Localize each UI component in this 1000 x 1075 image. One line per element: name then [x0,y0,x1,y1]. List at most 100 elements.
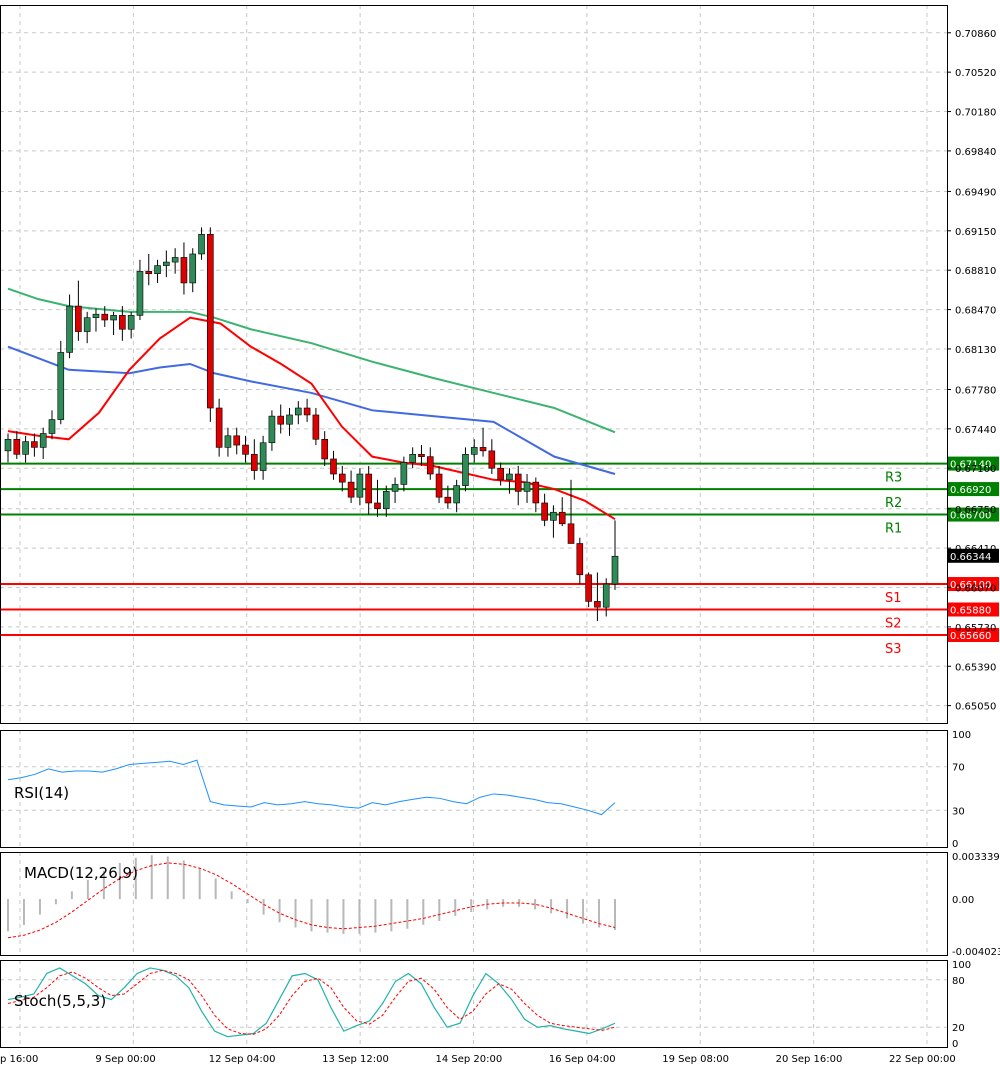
moving-average-line [7,345,616,475]
time-tick-label: 14 Sep 20:00 [436,1054,503,1065]
candle-body [259,442,267,471]
level-price-badge [947,577,999,592]
candle-body [207,233,214,409]
candle-body [48,419,56,434]
candle-body [594,601,601,608]
candle-body [391,484,399,492]
level-price-badge [947,482,999,497]
stoch-pane-frame [0,960,948,1048]
price-tick-label: 0.68810 [955,266,996,277]
rsi-pane: 100 70 30 0 [0,730,971,850]
current-price-badge [947,548,999,563]
current-price-label: 0.66344 [950,552,991,563]
rsi-pane-frame [0,730,948,848]
candle-body [347,481,355,498]
candle-body [418,454,425,457]
candle-body [13,438,21,455]
level-price-label: 0.67140 [950,460,991,471]
level-price-label: 0.65880 [950,606,991,617]
candle-body [31,441,38,448]
candle-body [22,441,29,455]
candle-body [532,481,540,504]
time-tick-label: 19 Sep 08:00 [662,1054,729,1065]
candle-body [127,315,135,330]
candle-body [567,523,575,544]
candle-body [215,407,223,448]
candle-body [277,415,285,425]
macd-pane-frame [0,852,948,956]
candle-body [4,438,12,452]
candle-body [312,414,320,440]
time-tick-label: 12 Sep 04:00 [209,1054,276,1065]
candle-body [321,438,328,460]
candle-body [224,435,232,448]
candle-body [66,305,73,353]
moving-average-line [7,287,616,434]
candle-body [382,491,390,510]
candle-body [444,496,452,504]
candle-body [286,414,293,425]
candle-body [576,543,584,576]
candle-body [550,511,557,521]
candle-body [330,458,337,475]
macd-pane: 0.003339 0.00 -0.004023 [7,852,1000,958]
candle-body [295,407,302,416]
candle-body [39,433,47,448]
stoch-pane: 100 80 20 0 [0,960,971,1050]
candle-body [101,313,109,321]
rsi-tick-label: 0 [952,839,958,850]
level-name-s2: S2 [885,617,902,632]
price-tick-label: 0.69150 [955,227,996,238]
candle-body [136,271,144,316]
price-tick-label: 0.66070 [955,584,996,595]
price-tick-label: 0.65050 [955,702,996,713]
candle-body [145,271,153,274]
rsi-tick-label: 100 [952,730,971,741]
candle-body [488,450,496,469]
macd-tick-label: -0.004023 [952,947,1000,958]
candle-body [83,317,91,332]
moving-average-line [7,316,616,521]
candle-body [453,485,460,504]
price-tick-label: 0.67440 [955,425,996,436]
level-price-label: 0.66100 [950,580,991,591]
grid-lines [0,5,947,1047]
rsi-line [7,759,616,816]
candlesticks [4,227,619,622]
candle-body [435,473,443,498]
price-tick-label: 0.68130 [955,345,996,356]
candle-body [119,315,126,330]
level-name-r1: R1 [885,522,902,537]
level-name-r2: R2 [885,496,902,511]
macd-signal-line [7,862,616,939]
candle-body [110,315,117,321]
time-tick-label: 9 Sep 00:00 [95,1054,155,1065]
candle-body [163,261,170,266]
stoch-title: Stoch(5,5,3) [14,992,106,1010]
candle-body [242,444,249,455]
level-price-badge [947,627,999,642]
stoch-tick-label: 100 [952,960,971,971]
pivot-levels: 0.67140 R3 0.66920 R2 0.66700 R1 0.66100 S1 0.65… [0,456,999,657]
candle-body [400,462,408,485]
stoch-tick-label: 0 [952,1039,958,1050]
price-tick-label: 0.69840 [955,147,996,158]
candle-body [338,473,346,483]
axes: 0.70860 0.70520 0.70180 0.69840 0.69490 0.691… [0,5,999,1065]
price-tick-label: 0.68470 [955,306,996,317]
candle-body [541,502,548,521]
stoch-main-line [7,967,616,1038]
candle-body [470,447,478,455]
price-tick-label: 0.70180 [955,108,996,119]
price-tick-label: 0.65730 [955,623,996,634]
candle-body [198,233,205,255]
candle-body [233,435,241,446]
level-price-badge [947,456,999,471]
candle-body [303,407,311,416]
price-tick-label: 0.66750 [955,505,996,516]
candle-body [154,265,161,274]
candle-body [585,574,592,602]
time-tick-label: 22 Sep 00:00 [889,1054,956,1065]
price-tick-label: 0.70520 [955,68,996,79]
time-tick-label: 13 Sep 12:00 [322,1054,389,1065]
